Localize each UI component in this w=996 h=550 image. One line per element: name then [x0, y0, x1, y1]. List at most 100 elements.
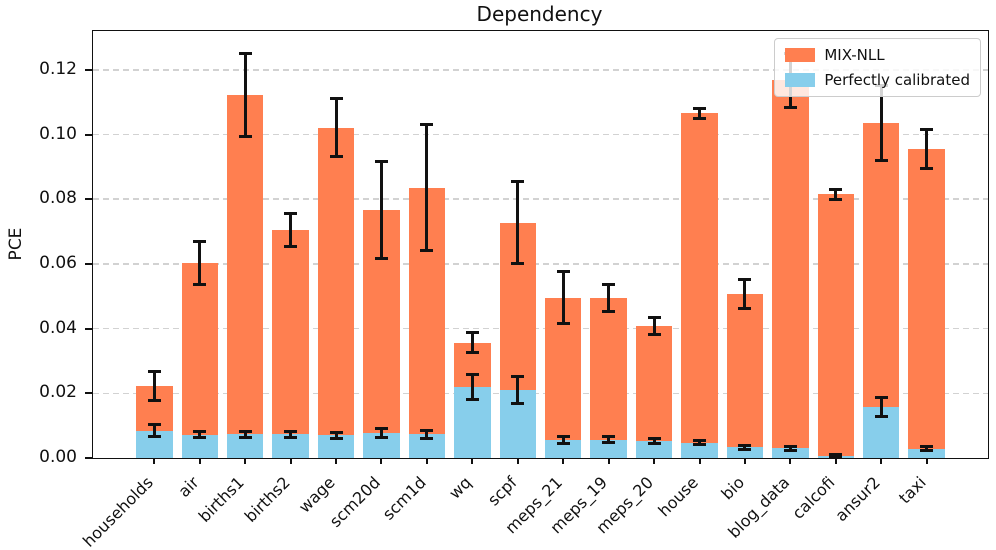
bar-perfectly-calibrated — [726, 447, 764, 458]
error-bar-mix-nll — [738, 278, 752, 282]
error-bar-mix-nll — [602, 310, 616, 314]
y-tick — [85, 198, 92, 201]
error-bar-perfectly-calibrated — [738, 443, 752, 447]
error-bar-mix-nll — [743, 279, 747, 309]
error-bar-mix-nll — [647, 333, 661, 337]
error-bar-mix-nll — [243, 53, 247, 137]
error-bar-perfectly-calibrated — [698, 440, 701, 445]
x-tick — [653, 458, 656, 464]
error-bar-mix-nll — [647, 316, 661, 320]
bar-mix-nll — [181, 263, 218, 458]
error-bar-mix-nll — [379, 161, 383, 259]
bar-perfectly-calibrated — [590, 439, 627, 458]
bar-perfectly-calibrated — [227, 434, 264, 458]
bar-mix-nll — [590, 298, 627, 458]
grid-line — [93, 263, 988, 265]
error-bar-perfectly-calibrated — [647, 442, 661, 446]
y-tick — [85, 457, 92, 459]
error-bar-perfectly-calibrated — [329, 437, 343, 441]
bar-mix-nll — [227, 94, 264, 458]
error-bar-perfectly-calibrated — [147, 422, 161, 426]
error-bar-perfectly-calibrated — [920, 444, 934, 448]
error-bar-mix-nll — [152, 371, 156, 401]
y-tick-label: 0.06 — [39, 252, 77, 273]
error-bar-mix-nll — [147, 399, 161, 403]
y-tick — [85, 327, 92, 330]
bar-mix-nll — [317, 127, 355, 458]
error-bar-perfectly-calibrated — [607, 436, 611, 443]
error-bar-perfectly-calibrated — [238, 436, 252, 440]
error-bar-mix-nll — [829, 188, 843, 191]
y-tick — [85, 133, 92, 136]
bar-mix-nll — [726, 294, 764, 458]
grid-line — [93, 133, 988, 136]
error-bar-mix-nll — [284, 244, 298, 248]
error-bar-mix-nll — [425, 124, 429, 251]
x-tick — [244, 458, 247, 464]
error-bar-mix-nll — [925, 129, 929, 169]
error-bar-perfectly-calibrated — [334, 432, 338, 439]
error-bar-perfectly-calibrated — [511, 402, 525, 406]
error-bar-perfectly-calibrated — [374, 427, 388, 431]
error-bar-mix-nll — [198, 241, 202, 285]
bar-perfectly-calibrated — [772, 448, 809, 458]
error-bar-perfectly-calibrated — [193, 429, 207, 433]
legend-swatch-mix-nll-icon — [785, 48, 816, 62]
x-tick — [562, 458, 565, 464]
error-bar-mix-nll — [556, 322, 570, 326]
error-bar-perfectly-calibrated — [289, 431, 293, 438]
error-bar-perfectly-calibrated — [379, 428, 383, 438]
error-bar-perfectly-calibrated — [147, 435, 161, 439]
x-tick — [743, 458, 746, 464]
error-bar-mix-nll — [511, 262, 525, 266]
error-bar-mix-nll — [374, 256, 388, 260]
x-tick-label-text: taxi — [894, 472, 930, 508]
x-tick — [153, 458, 156, 464]
grid-line — [93, 392, 988, 395]
plot-area: MIX-NLL Perfectly calibrated 0.00 0.02 0.0… — [39, 30, 989, 550]
x-tick-label-text: scpf — [483, 472, 521, 510]
error-bar-mix-nll — [920, 167, 934, 171]
grid-line — [93, 198, 988, 200]
error-bar-perfectly-calibrated — [465, 397, 479, 401]
y-tick-label: 0.10 — [39, 123, 77, 144]
error-bar-perfectly-calibrated — [465, 373, 479, 377]
x-tick — [425, 458, 428, 464]
x-tick — [925, 458, 928, 464]
x-tick — [198, 458, 201, 464]
error-bar-perfectly-calibrated — [829, 452, 843, 456]
error-bar-perfectly-calibrated — [602, 440, 616, 444]
error-bar-perfectly-calibrated — [879, 397, 883, 417]
error-bar-perfectly-calibrated — [470, 374, 474, 400]
error-bar-mix-nll — [329, 155, 343, 159]
error-bar-perfectly-calibrated — [602, 435, 616, 439]
legend: MIX-NLL Perfectly calibrated — [774, 38, 981, 97]
error-bar-perfectly-calibrated — [193, 436, 207, 440]
error-bar-perfectly-calibrated — [420, 436, 434, 440]
x-tick-label-text: air — [174, 472, 203, 501]
error-bar-perfectly-calibrated — [556, 441, 570, 445]
error-bar-mix-nll — [693, 116, 706, 120]
error-bar-perfectly-calibrated — [556, 434, 570, 438]
error-bar-mix-nll — [602, 283, 616, 287]
error-bar-perfectly-calibrated — [561, 436, 565, 444]
error-bar-mix-nll — [829, 197, 843, 201]
error-bar-perfectly-calibrated — [829, 455, 843, 459]
error-bar-mix-nll — [420, 122, 434, 126]
x-tick — [607, 458, 610, 464]
legend-label-perfectly-calibrated: Perfectly calibrated — [824, 71, 970, 89]
x-tick — [289, 458, 292, 464]
error-bar-perfectly-calibrated — [920, 449, 934, 453]
y-tick-label: 0.00 — [39, 447, 77, 467]
error-bar-mix-nll — [238, 134, 252, 138]
error-bar-perfectly-calibrated — [243, 431, 247, 438]
error-bar-perfectly-calibrated — [738, 447, 752, 451]
x-tick-label-text: births1 — [194, 472, 248, 526]
error-bar-mix-nll — [516, 181, 520, 264]
error-bar-perfectly-calibrated — [783, 448, 797, 452]
y-tick — [85, 392, 92, 395]
error-bar-mix-nll — [834, 189, 838, 200]
x-tick — [880, 458, 883, 464]
legend-label-mix-nll: MIX-NLL — [824, 46, 885, 64]
